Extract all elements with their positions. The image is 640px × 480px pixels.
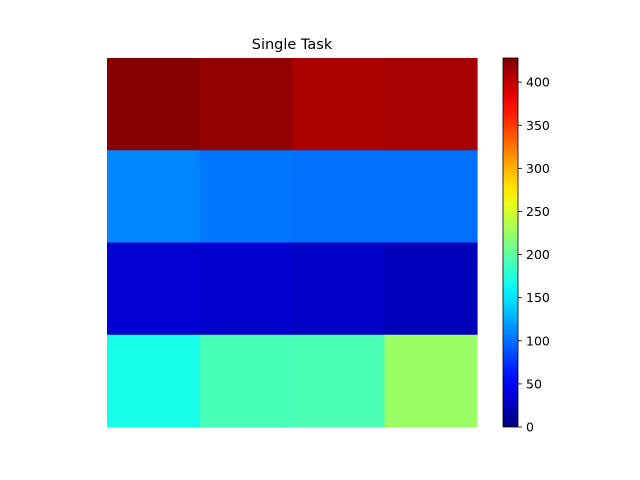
colorbar: [502, 57, 519, 428]
colorbar-tick-label: 100: [526, 333, 550, 348]
heatmap-cell-r1-c0: [107, 150, 201, 244]
colorbar-tick-label: 200: [526, 247, 550, 262]
heatmap-cell-r1-c2: [292, 150, 386, 244]
heatmap-cell-r0-c2: [292, 58, 386, 151]
heatmap-cells: [107, 58, 478, 428]
colorbar-tick-label: 400: [526, 75, 550, 90]
heatmap-cell-r3-c1: [199, 334, 293, 428]
heatmap-cell-r0-c0: [107, 58, 201, 151]
heatmap-cell-r3-c2: [292, 334, 386, 428]
colorbar-ticks: 0 50 100 150 200 250 300 350 400: [518, 75, 550, 435]
colorbar-tick-label: 50: [526, 376, 542, 391]
heatmap-cell-r2-c3: [384, 242, 478, 336]
heatmap-cell-r3-c0: [107, 334, 201, 428]
chart-title: Single Task: [252, 37, 333, 53]
heatmap-cell-r0-c1: [199, 58, 293, 151]
colorbar-tick-label: 250: [526, 204, 550, 219]
heatmap-cell-r2-c0: [107, 242, 201, 336]
colorbar-tick-label: 350: [526, 118, 550, 133]
colorbar-tick-label: 150: [526, 290, 550, 305]
heatmap-cell-r1-c3: [384, 150, 478, 244]
colorbar-tick-label: 300: [526, 161, 550, 176]
heatmap-cell-r0-c3: [384, 58, 478, 151]
colorbar-tick-label: 0: [526, 420, 534, 435]
heatmap-cell-r2-c1: [199, 242, 293, 336]
heatmap-cell-r3-c3: [384, 334, 478, 428]
heatmap-cell-r1-c1: [199, 150, 293, 244]
heatmap-cell-r2-c2: [292, 242, 386, 336]
